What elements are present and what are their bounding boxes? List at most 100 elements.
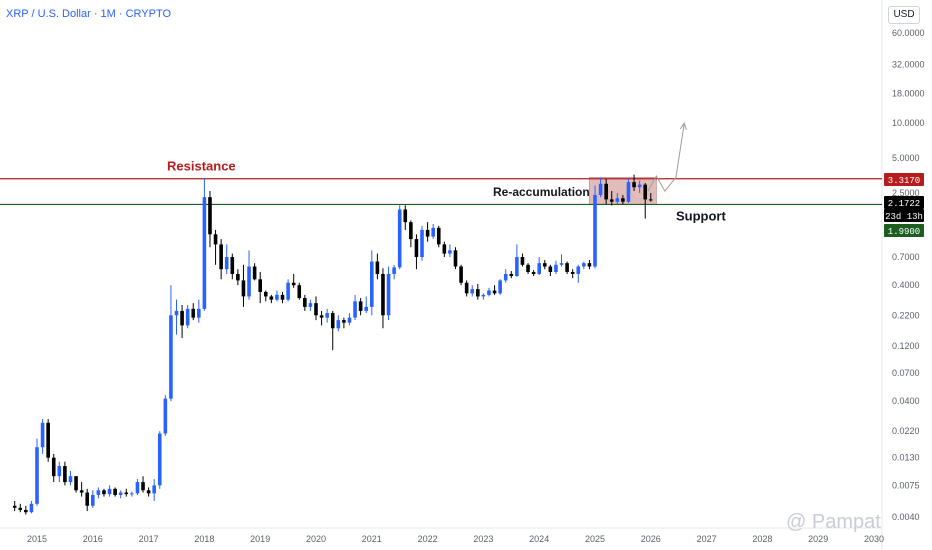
candle-body (163, 398, 168, 434)
candle-body (208, 197, 212, 235)
candle-body (425, 229, 430, 237)
candle-body (375, 261, 380, 274)
candle-body (141, 482, 145, 491)
candle-body (649, 199, 653, 201)
price-badge (884, 196, 924, 209)
candle-body (520, 257, 525, 265)
candle-body (342, 320, 346, 323)
x-tick-label: 2019 (250, 534, 270, 544)
y-tick-label: 2.5000 (892, 188, 920, 198)
candle-body (336, 320, 341, 329)
candle-body (537, 263, 541, 274)
candle-body (308, 303, 313, 307)
candle-body (582, 263, 586, 267)
x-tick-label: 2027 (697, 534, 717, 544)
y-tick-label: 18.0000 (892, 89, 925, 99)
y-tick-label: 0.4000 (892, 280, 920, 290)
candle-body (353, 301, 357, 318)
x-tick-label: 2023 (473, 534, 493, 544)
candle-body (442, 244, 447, 254)
candle-body (180, 310, 184, 326)
candle-body (481, 294, 486, 297)
candle-body (46, 422, 50, 458)
candle-body (314, 303, 318, 316)
candle-body (476, 289, 480, 297)
candle-body (57, 466, 62, 477)
candle-body (174, 310, 179, 316)
candle-body (135, 482, 140, 494)
candle-body (436, 227, 441, 245)
candle-body (453, 250, 458, 267)
candle-body (18, 507, 23, 510)
candle-body (185, 308, 190, 326)
price-badge (884, 224, 924, 237)
x-tick-label: 2015 (27, 534, 47, 544)
candle-body (191, 308, 196, 318)
candle-body (146, 490, 151, 494)
candle-body (51, 457, 56, 477)
candle-body (598, 183, 603, 196)
candle-body (621, 198, 625, 202)
candle-body (219, 244, 223, 270)
y-tick-label: 0.0040 (892, 512, 920, 522)
candle-body (632, 182, 636, 188)
x-tick-label: 2029 (808, 534, 828, 544)
candle-body (12, 505, 17, 508)
candle-body (509, 273, 514, 277)
resistance-label: Resistance (167, 159, 236, 174)
price-badge-text: 2.1722 (888, 199, 920, 209)
candle-body (526, 264, 530, 272)
y-tick-label: 0.2200 (892, 310, 920, 320)
candle-body (392, 267, 396, 274)
candle-body (269, 296, 274, 300)
candle-body (303, 298, 307, 307)
candle-body (286, 282, 290, 300)
candle-body (29, 503, 34, 513)
candle-body (102, 490, 106, 495)
candle-body (347, 317, 352, 323)
candle-body (63, 466, 67, 483)
candle-body (224, 257, 229, 270)
candle-body (96, 490, 101, 495)
candle-body (587, 263, 592, 267)
candle-body (325, 313, 329, 318)
candle-body (35, 447, 39, 504)
currency-selector[interactable]: USD (888, 6, 920, 24)
chart-title: XRP / U.S. Dollar · 1M · CRYPTO (6, 8, 172, 20)
candle-body (197, 308, 201, 318)
candle-body (626, 182, 631, 202)
candle-body (559, 263, 564, 265)
candle-body (330, 313, 335, 329)
candle-body (570, 271, 575, 274)
candle-body (554, 264, 558, 272)
candle-body (448, 250, 452, 254)
price-badge-text: 3.3170 (888, 176, 920, 186)
candle-body (542, 263, 547, 267)
candle-body (609, 199, 614, 202)
candle-body (157, 433, 162, 486)
candle-body (124, 492, 129, 495)
y-tick-label: 10.0000 (892, 118, 925, 128)
candle-body (74, 476, 78, 491)
y-tick-label: 0.7000 (892, 252, 920, 262)
x-tick-label: 2026 (641, 534, 661, 544)
candle-body (24, 509, 28, 513)
price-badge-text: 23d 13h (885, 212, 923, 222)
candle-body (414, 239, 419, 258)
candle-body (370, 261, 374, 307)
y-tick-label: 0.1200 (892, 341, 920, 351)
candle-body (503, 273, 508, 281)
candle-body (118, 492, 123, 495)
y-tick-label: 60.0000 (892, 28, 925, 38)
candle-body (431, 227, 435, 237)
candle-body (68, 476, 73, 483)
candle-body (643, 184, 648, 200)
candle-body (364, 306, 369, 311)
x-tick-label: 2021 (362, 534, 382, 544)
candle-body (247, 266, 251, 297)
x-tick-label: 2020 (306, 534, 326, 544)
x-tick-label: 2025 (585, 534, 605, 544)
x-tick-label: 2022 (418, 534, 438, 544)
